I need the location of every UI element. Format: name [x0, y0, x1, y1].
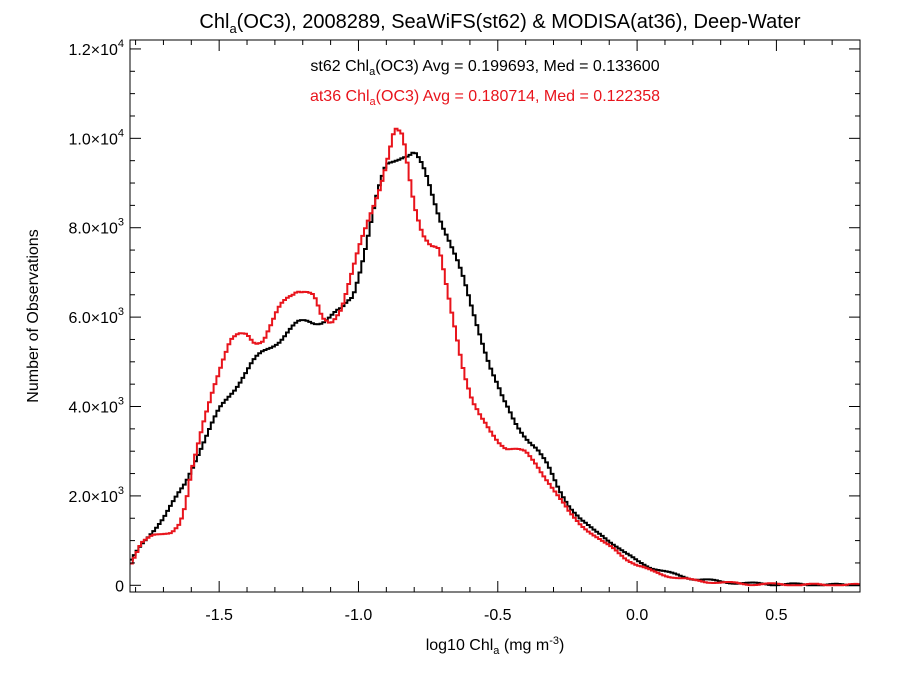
chart-title-post: (OC3), 2008289, SeaWiFS(st62) & MODISA(a… [237, 11, 801, 33]
series-line-st62 [130, 151, 860, 587]
y-tick-exponent: 3 [118, 306, 124, 318]
legend-at36-sub: a [370, 96, 377, 108]
chart-title-pre: Chl [199, 11, 229, 33]
y-tick-label: 0 [115, 578, 124, 595]
y-tick-mantissa: 1.2×10 [68, 42, 117, 59]
y-tick-mantissa: 1.0×10 [68, 131, 117, 148]
ticks-layer: -1.5 -1.0 -0.5 0.0 0.502.0×1034.0×1036.0×103… [68, 38, 860, 624]
legend-st62-sub: a [369, 66, 376, 78]
y-tick-mantissa: 2.0×10 [68, 489, 117, 506]
y-axis-label: Number of Observations [25, 229, 42, 402]
chart-title-sub: a [229, 21, 237, 36]
legend-at36-post: (OC3) Avg = 0.180714, Med = 0.122358 [376, 88, 660, 105]
x-axis-label-post: ) [559, 637, 564, 654]
y-tick-mantissa: 0 [115, 578, 124, 595]
y-tick-label: 8.0×103 [68, 217, 124, 238]
x-axis-label-sup: -3 [549, 635, 559, 647]
x-axis-label: log10 Chla (mg m-3) [426, 635, 565, 657]
x-axis-label-sub: a [493, 645, 500, 657]
plot-frame [129, 39, 861, 593]
legend-at36-pre: at36 Chl [310, 88, 370, 105]
x-axis-label-mid: (mg m [499, 637, 549, 654]
x-tick-label: -1.0 [345, 607, 373, 624]
series-line-at36 [130, 127, 860, 587]
legend-st62-post: (OC3) Avg = 0.199693, Med = 0.133600 [375, 58, 659, 75]
y-tick-exponent: 3 [118, 485, 124, 497]
y-tick-label: 1.0×104 [68, 127, 124, 148]
y-tick-exponent: 4 [118, 38, 124, 50]
legend-at36: at36 Chla(OC3) Avg = 0.180714, Med = 0.1… [310, 88, 660, 108]
y-tick-mantissa: 4.0×10 [68, 400, 117, 417]
x-tick-label: -0.5 [484, 607, 512, 624]
y-tick-mantissa: 6.0×10 [68, 310, 117, 327]
y-tick-label: 1.2×104 [68, 38, 124, 59]
legend-st62-pre: st62 Chl [310, 58, 369, 75]
y-tick-mantissa: 8.0×10 [68, 221, 117, 238]
x-tick-label: -1.5 [205, 607, 233, 624]
x-axis-label-pre: log10 Chl [426, 637, 494, 654]
chart-title: Chla(OC3), 2008289, SeaWiFS(st62) & MODI… [199, 11, 800, 36]
series-layer [130, 127, 860, 587]
legend-st62: st62 Chla(OC3) Avg = 0.199693, Med = 0.1… [310, 58, 659, 78]
y-tick-label: 6.0×103 [68, 306, 124, 327]
x-tick-label: 0.0 [626, 607, 648, 624]
x-tick-label: 0.5 [765, 607, 787, 624]
y-tick-label: 4.0×103 [68, 396, 124, 417]
y-tick-exponent: 4 [118, 127, 124, 139]
y-tick-exponent: 3 [118, 217, 124, 229]
y-tick-label: 2.0×103 [68, 485, 124, 506]
y-tick-exponent: 3 [118, 396, 124, 408]
